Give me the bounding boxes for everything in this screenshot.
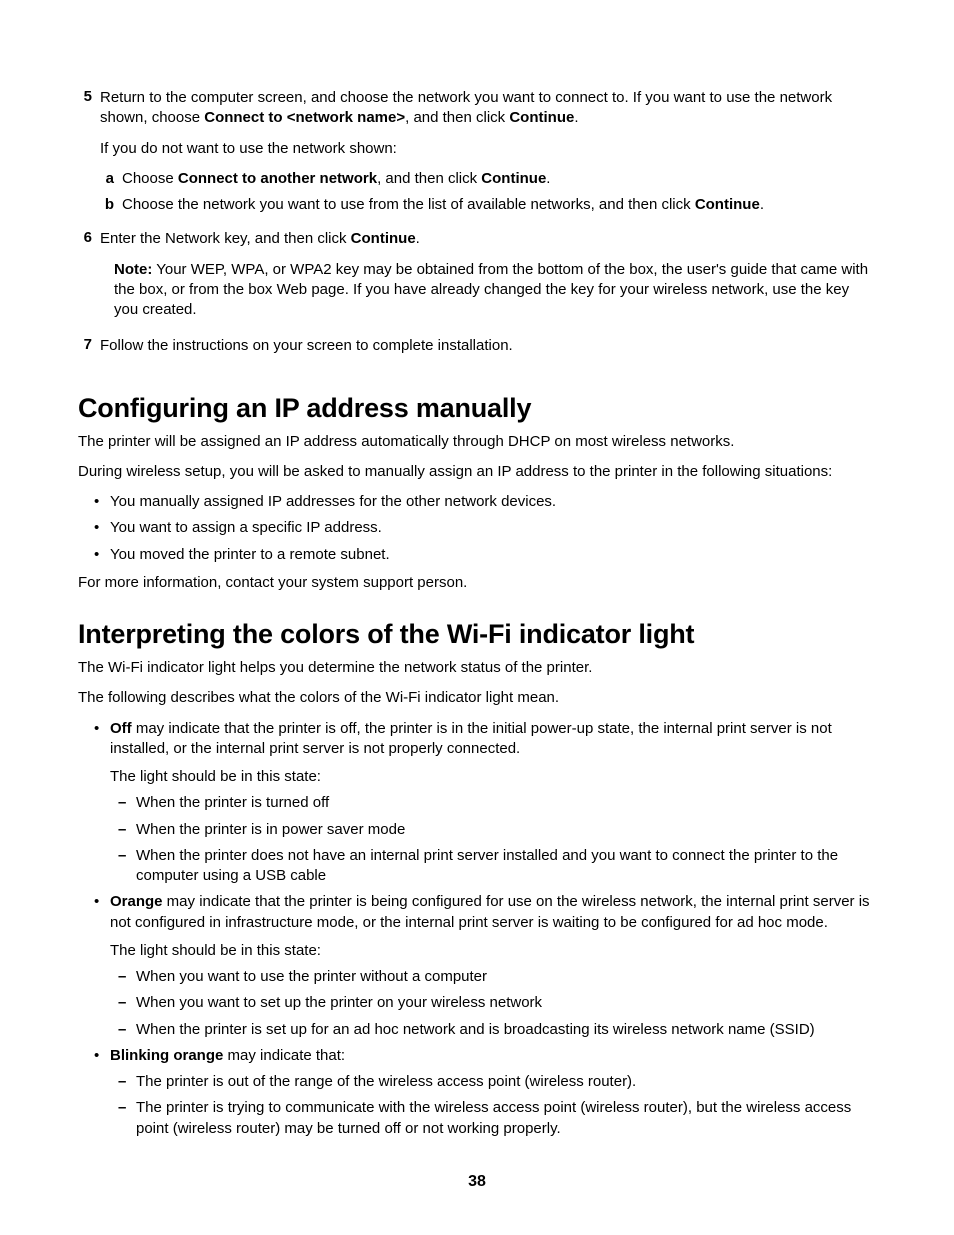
page-number: 38 [0,1173,954,1191]
step-6-line: Enter the Network key, and then click Co… [100,229,876,249]
list-item-orange: Orange may indicate that the printer is … [78,892,876,1040]
substep-letter: b [100,195,122,215]
bold-text: Continue [351,230,416,247]
list-item: You moved the printer to a remote subnet… [78,545,876,565]
heading-configuring-ip: Configuring an IP address manually [78,393,876,424]
paragraph: The printer will be assigned an IP addre… [78,432,876,452]
step-body: Return to the computer screen, and choos… [100,88,876,221]
bold-text: Continue [695,196,760,213]
bullet-list: You manually assigned IP addresses for t… [78,492,876,565]
dash-list: When the printer is turned off When the … [110,793,876,886]
step-7-line: Follow the instructions on your screen t… [100,336,876,356]
list-item-blinking-orange: Blinking orange may indicate that: The p… [78,1046,876,1139]
document-page: 5 Return to the computer screen, and cho… [0,0,954,1235]
bold-text: Connect to another network [178,170,377,187]
step-5-line2: If you do not want to use the network sh… [100,139,876,159]
step-6: 6 Enter the Network key, and then click … [78,229,876,328]
substep-body: Choose the network you want to use from … [122,195,876,215]
paragraph: The Wi-Fi indicator light helps you dete… [78,658,876,678]
note-text: Your WEP, WPA, or WPA2 key may be obtain… [114,261,868,319]
list-item: You want to assign a specific IP address… [78,518,876,538]
text: . [546,170,550,187]
step-body: Enter the Network key, and then click Co… [100,229,876,328]
text: may indicate that the printer is off, th… [110,720,832,757]
step-5: 5 Return to the computer screen, and cho… [78,88,876,221]
list-item: When the printer does not have an intern… [110,846,876,887]
text: may indicate that: [223,1047,345,1064]
bold-text: Continue [509,109,574,126]
paragraph: During wireless setup, you will be asked… [78,462,876,482]
bold-text: Connect to <network name> [204,109,405,126]
text: Choose the network you want to use from … [122,196,695,213]
list-item: The printer is out of the range of the w… [110,1072,876,1092]
note-label: Note: [114,261,152,278]
substep-b: b Choose the network you want to use fro… [100,195,876,215]
text: . [760,196,764,213]
list-item: The printer is trying to communicate wit… [110,1098,876,1139]
list-item: When the printer is set up for an ad hoc… [110,1020,876,1040]
bold-text: Orange [110,893,163,910]
step-7: 7 Follow the instructions on your screen… [78,336,876,366]
list-item-off: Off may indicate that the printer is off… [78,719,876,887]
paragraph: The light should be in this state: [110,767,876,787]
list-item: When the printer is turned off [110,793,876,813]
text: . [416,230,420,247]
step-number: 6 [78,229,100,328]
substep-body: Choose Connect to another network, and t… [122,169,876,189]
step-body: Follow the instructions on your screen t… [100,336,876,366]
bold-text: Blinking orange [110,1047,223,1064]
text: , and then click [377,170,481,187]
paragraph: The following describes what the colors … [78,688,876,708]
text: Enter the Network key, and then click [100,230,351,247]
dash-list: The printer is out of the range of the w… [110,1072,876,1139]
dash-list: When you want to use the printer without… [110,967,876,1040]
step-number: 7 [78,336,100,366]
bold-text: Continue [481,170,546,187]
bold-text: Off [110,720,132,737]
substep-letter: a [100,169,122,189]
bullet-list: Off may indicate that the printer is off… [78,719,876,1139]
list-item: When you want to set up the printer on y… [110,993,876,1013]
list-item: When the printer is in power saver mode [110,820,876,840]
step-5-line1: Return to the computer screen, and choos… [100,88,876,129]
heading-wifi-indicator: Interpreting the colors of the Wi-Fi ind… [78,619,876,650]
paragraph: The light should be in this state: [110,941,876,961]
substep-a: a Choose Connect to another network, and… [100,169,876,189]
list-item: When you want to use the printer without… [110,967,876,987]
list-item: You manually assigned IP addresses for t… [78,492,876,512]
text: Choose [122,170,178,187]
text: . [574,109,578,126]
text: , and then click [405,109,509,126]
paragraph: For more information, contact your syste… [78,573,876,593]
note-block: Note: Your WEP, WPA, or WPA2 key may be … [114,260,876,321]
text: may indicate that the printer is being c… [110,893,870,930]
step-number: 5 [78,88,100,221]
